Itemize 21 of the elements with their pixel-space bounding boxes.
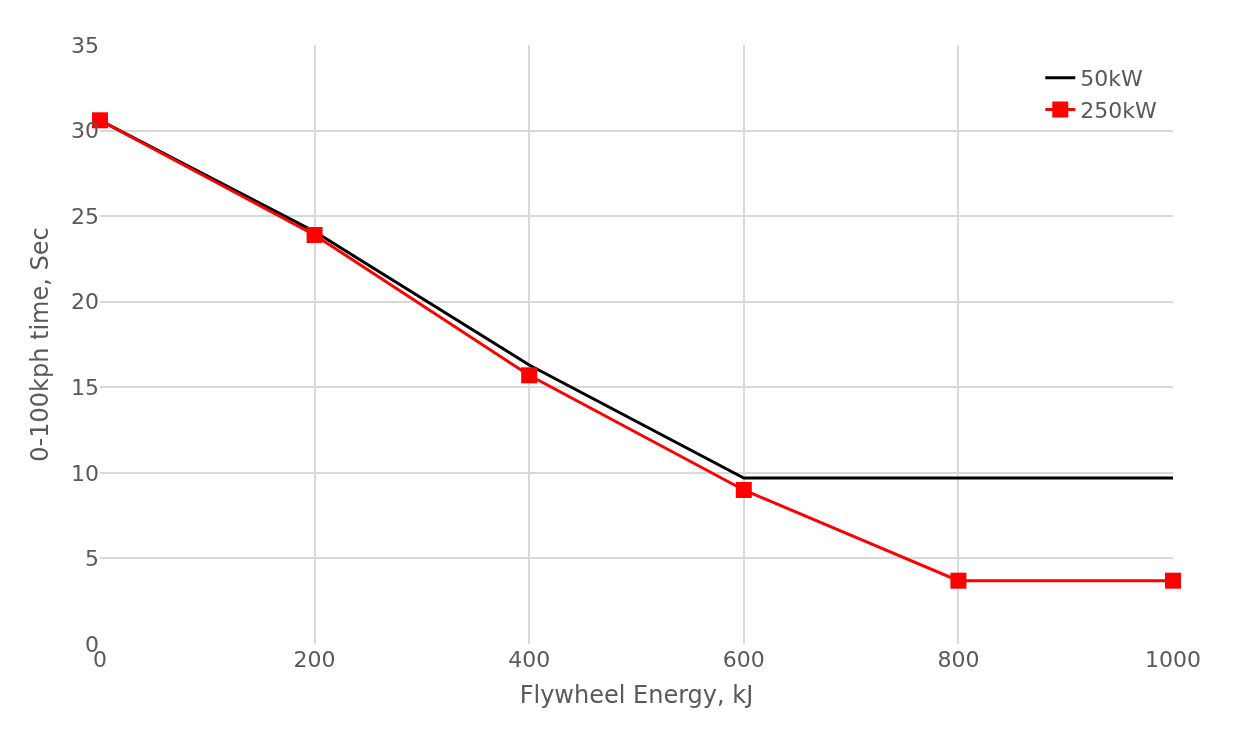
y-tick-label: 30 <box>71 118 99 144</box>
x-tick-label: 1000 <box>1145 647 1201 672</box>
point <box>735 481 752 498</box>
y-tick-label: 25 <box>71 203 99 229</box>
y-tick-label: 15 <box>71 374 99 400</box>
point <box>950 572 967 589</box>
legend-label: 250kW <box>1080 97 1157 123</box>
y-axis-title: 0-100kph time, Sec <box>26 227 55 462</box>
y-tick-label: 35 <box>71 32 99 58</box>
x-tick-label: 400 <box>508 647 551 672</box>
x-tick-label: 800 <box>937 647 980 672</box>
y-tick-label: 5 <box>85 546 99 572</box>
y-tick-label: 10 <box>71 460 99 486</box>
x-tick-label: 200 <box>293 647 336 672</box>
x-tick-label: 600 <box>722 647 765 672</box>
y-tick-label: 20 <box>71 289 99 315</box>
point <box>306 226 323 243</box>
point <box>1165 572 1181 589</box>
point <box>521 367 538 384</box>
x-axis-title: Flywheel Energy, kJ <box>519 681 754 710</box>
legend-label: 50kW <box>1080 66 1143 92</box>
